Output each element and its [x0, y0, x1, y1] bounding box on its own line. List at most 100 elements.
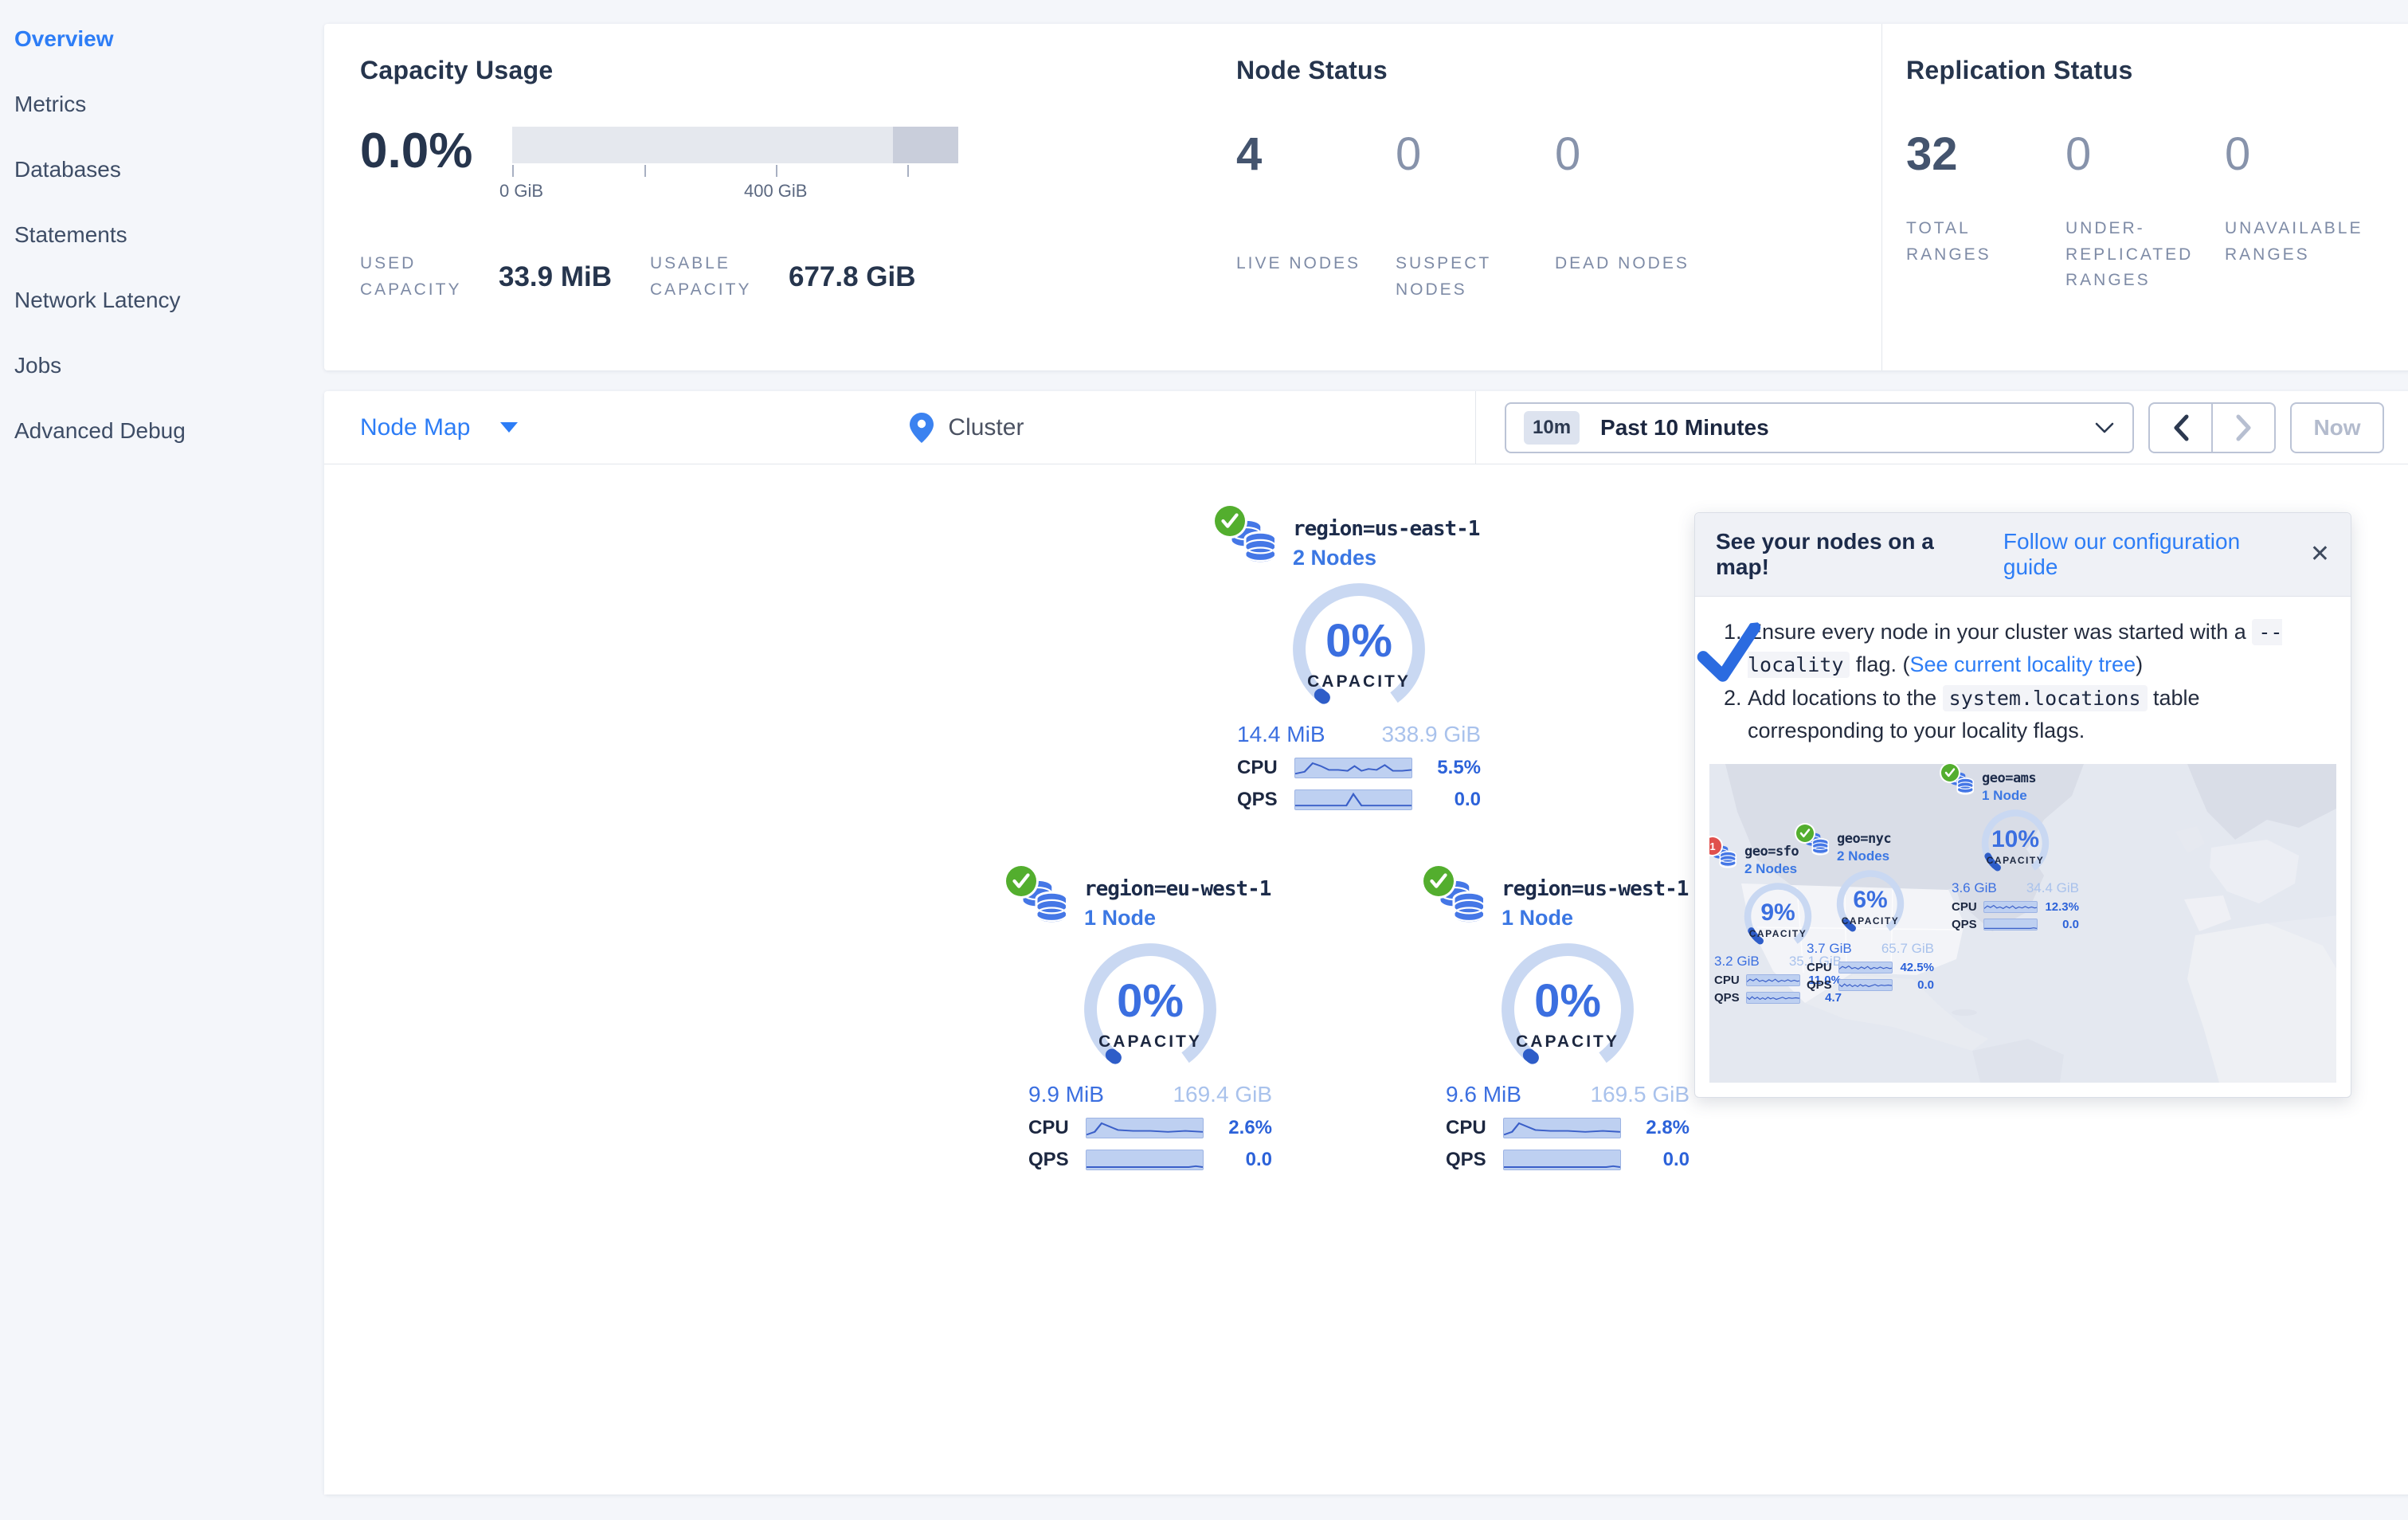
locality-title: region=eu-west-1 [1084, 877, 1271, 901]
now-button[interactable]: Now [2290, 402, 2384, 453]
qps-value: 0.0 [2062, 918, 2079, 931]
replication-status-section: Replication Status 32 0 0 TOTAL RANGES U… [1881, 24, 2384, 370]
database-icon [1006, 866, 1071, 930]
qps-label: QPS [1446, 1149, 1486, 1170]
time-controls: 10m Past 10 Minutes [1475, 391, 2384, 464]
cpu-label: CPU [1446, 1117, 1486, 1138]
replication-status-title: Replication Status [1906, 56, 2133, 84]
qps-label: QPS [1028, 1149, 1069, 1170]
setup-step-2: Add locations to the system.locations ta… [1748, 682, 2330, 746]
locality-title: region=us-west-1 [1502, 877, 1689, 901]
used-value: 3.6 GiB [1952, 880, 1997, 895]
used-value: 3.7 GiB [1807, 941, 1852, 956]
chevron-left-icon [2174, 414, 2188, 441]
sidebar-item-overview[interactable]: Overview [14, 26, 114, 51]
used-value: 14.4 MiB [1237, 722, 1325, 746]
total-ranges-count: 32 [1906, 128, 1958, 180]
capacity-bar-unusable-segment [893, 127, 959, 163]
total-value: 35.1 GiB [1788, 954, 1842, 969]
qps-sparkline [1503, 1150, 1621, 1170]
capacity-gauge: 6% CAPACITY [1826, 868, 1915, 941]
time-step-forward-button[interactable] [2211, 403, 2274, 452]
total-value: 65.7 GiB [1881, 941, 1934, 956]
time-step-back-button[interactable] [2150, 404, 2211, 452]
capacity-gauge: 9% CAPACITY [1733, 880, 1823, 954]
nodes-count-link[interactable]: 2 Nodes [1837, 848, 1890, 864]
nodes-count-link[interactable]: 1 Node [1084, 906, 1157, 930]
cpu-sparkline [1838, 962, 1893, 974]
world-map-illustration [1709, 764, 2336, 1083]
cpu-sparkline [1294, 758, 1412, 778]
configuration-guide-link[interactable]: Follow our configuration guide [2003, 529, 2241, 579]
capacity-gauge: 0% CAPACITY [1271, 578, 1447, 720]
cpu-sparkline [1086, 1118, 1204, 1138]
used-value: 3.2 GiB [1714, 954, 1760, 969]
qps-value: 0.0 [1662, 1149, 1690, 1170]
used-value: 9.9 MiB [1028, 1082, 1104, 1107]
locality-title: region=us-east-1 [1293, 517, 1480, 541]
locality-breadcrumb[interactable]: Cluster [910, 412, 1024, 443]
cpu-value: 2.8% [1646, 1117, 1690, 1138]
sidebar-item-databases[interactable]: Databases [14, 157, 121, 182]
qps-sparkline [1086, 1150, 1204, 1170]
qps-sparkline [1838, 979, 1893, 991]
nodes-count-link[interactable]: 1 Node [1502, 906, 1574, 930]
cpu-value: 12.3% [2045, 900, 2079, 914]
view-selector-label: Node Map [360, 413, 471, 441]
healthy-check-icon [1423, 866, 1454, 896]
locality-group-us-east-1[interactable]: region=us-east-1 2 Nodes 0% CAPACITY [1215, 506, 1490, 811]
nodes-count-link[interactable]: 2 Nodes [1744, 861, 1798, 876]
chevron-right-icon [2236, 414, 2250, 441]
qps-sparkline [1294, 789, 1412, 810]
cpu-sparkline [1503, 1118, 1621, 1138]
locality-group-us-west-1[interactable]: region=us-west-1 1 Node 0% CAPACITY [1423, 866, 1699, 1171]
gauge-capacity-word: CAPACITY [1307, 672, 1411, 691]
time-range-dropdown[interactable]: 10m Past 10 Minutes [1505, 402, 2134, 453]
healthy-check-icon [1215, 506, 1245, 536]
locality-group-geo-ams[interactable]: geo=ams 1 Node 10% [1941, 764, 2082, 931]
capacity-usage-section: Capacity Usage 0.0% 0 GiB 400 GiB [360, 56, 1236, 339]
view-selector-dropdown[interactable]: Node Map [360, 413, 519, 441]
usable-capacity-label: USABLE CAPACITY [650, 254, 752, 299]
cpu-label: CPU [1952, 900, 1977, 914]
total-value: 169.4 GiB [1173, 1082, 1272, 1107]
database-icon [1941, 764, 1975, 797]
locality-group-geo-nyc[interactable]: geo=nyc 2 Nodes 6% [1796, 825, 1937, 992]
close-icon[interactable]: ✕ [2309, 541, 2330, 567]
healthy-check-icon [1941, 764, 1959, 782]
live-nodes-label: LIVE NODES [1236, 254, 1361, 272]
database-icon [1423, 866, 1489, 930]
gauge-percent: 9% [1760, 899, 1795, 926]
locality-title: geo=nyc [1837, 831, 1892, 847]
sidebar-item-network-latency[interactable]: Network Latency [14, 288, 181, 312]
caret-down-icon [500, 422, 519, 433]
cpu-sparkline [1746, 974, 1800, 986]
system-locations-code: system.locations [1942, 685, 2148, 711]
time-range-badge: 10m [1524, 410, 1580, 445]
nodes-count-link[interactable]: 2 Nodes [1293, 546, 1377, 570]
gauge-percent: 0% [1534, 975, 1601, 1027]
sidebar-item-statements[interactable]: Statements [14, 222, 127, 247]
nodes-count-link[interactable]: 1 Node [1982, 788, 2027, 803]
qps-label: QPS [1807, 978, 1832, 992]
total-value: 169.5 GiB [1590, 1082, 1690, 1107]
qps-value: 0.0 [1245, 1149, 1272, 1170]
gauge-percent: 0% [1325, 615, 1392, 667]
total-ranges-label: TOTAL RANGES [1906, 219, 1991, 264]
healthy-check-icon [1006, 866, 1036, 896]
capacity-axis-tick-400: 400 GiB [743, 181, 808, 201]
gauge-capacity-word: CAPACITY [1841, 915, 1900, 926]
locality-group-eu-west-1[interactable]: region=eu-west-1 1 Node 0% CAPACITY [1006, 866, 1282, 1171]
locality-group-geo-sfo[interactable]: 1 geo=sfo 2 Nodes [1709, 837, 1845, 1005]
sidebar-item-advanced-debug[interactable]: Advanced Debug [14, 418, 186, 443]
dead-nodes-count: 0 [1555, 128, 1581, 180]
node-status-title: Node Status [1236, 56, 1388, 84]
sidebar-item-metrics[interactable]: Metrics [14, 92, 87, 116]
total-value: 338.9 GiB [1381, 722, 1481, 746]
locality-title: geo=sfo [1744, 844, 1799, 860]
locality-tree-link[interactable]: See current locality tree [1909, 652, 2136, 676]
chevron-down-icon [2095, 422, 2114, 433]
capacity-percent: 0.0% [360, 123, 473, 178]
sidebar-item-jobs[interactable]: Jobs [14, 353, 62, 378]
